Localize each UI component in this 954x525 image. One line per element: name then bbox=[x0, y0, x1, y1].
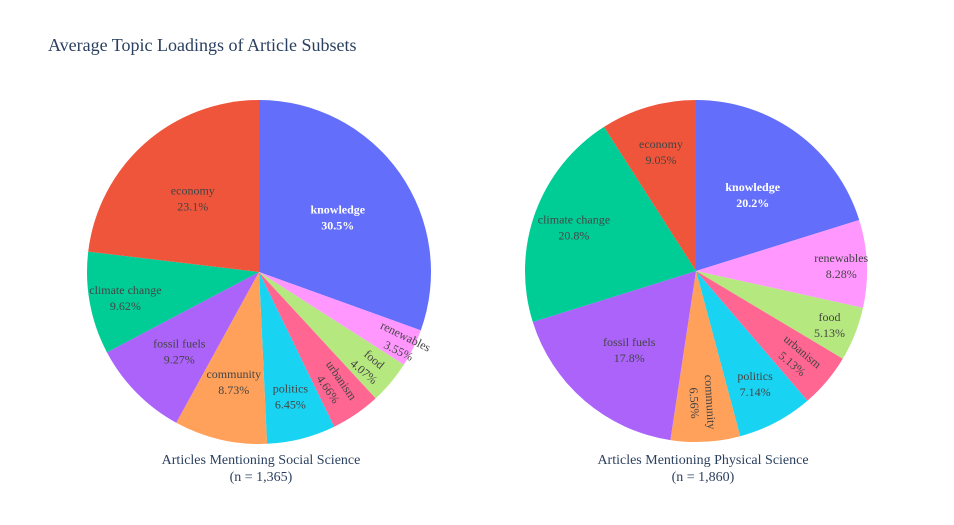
slice-label-name: knowledge bbox=[725, 180, 780, 194]
pie-chart-physical-science: knowledge20.2%renewables8.28%food5.13%ur… bbox=[524, 100, 869, 485]
slice-label-community: community 8.73% bbox=[206, 367, 261, 397]
pie-slice-climate-change[interactable] bbox=[524, 126, 696, 323]
pie-slice-knowledge[interactable] bbox=[259, 100, 432, 331]
pie-slice-renewables[interactable] bbox=[259, 272, 421, 365]
slice-label-knowledge: knowledge 20.2% bbox=[725, 180, 780, 210]
slice-label-percent: 9.05% bbox=[646, 153, 677, 167]
pie-slice-economy[interactable] bbox=[88, 100, 260, 272]
slice-label-name: renewables bbox=[814, 251, 868, 265]
slice-label-fossil-fuels: fossil fuels 17.8% bbox=[603, 335, 656, 365]
pie-slice-renewables[interactable] bbox=[696, 220, 867, 308]
pie-slice-food[interactable] bbox=[696, 271, 863, 359]
pie-slice-politics[interactable] bbox=[696, 271, 808, 437]
slice-label-name: climate change bbox=[538, 213, 610, 227]
slice-label-percent: 20.2% bbox=[736, 196, 769, 210]
pie-chart-social-science: knowledge30.5%renewables3.55%food4.07%ur… bbox=[87, 100, 433, 485]
slice-label-percent: 9.62% bbox=[110, 299, 141, 313]
slice-label-name: politics bbox=[737, 369, 773, 383]
slice-label-percent: 8.28% bbox=[826, 267, 857, 281]
pie-slice-climate-change[interactable] bbox=[87, 251, 260, 353]
slice-label-economy: economy 9.05% bbox=[639, 137, 683, 167]
slice-label-politics: politics 7.14% bbox=[737, 369, 773, 399]
slice-label-renewables: renewables 8.28% bbox=[814, 251, 868, 281]
pie-slice-fossil-fuels[interactable] bbox=[106, 272, 259, 423]
slice-label-percent: 6.45% bbox=[275, 397, 306, 411]
slice-label-food: food 5.13% bbox=[814, 310, 845, 340]
slice-label-name: community bbox=[702, 374, 719, 429]
slice-label-percent: 7.14% bbox=[740, 385, 771, 399]
slice-label-fossil-fuels: fossil fuels 9.27% bbox=[153, 336, 206, 366]
slice-label-climate-change: climate change 9.62% bbox=[89, 283, 161, 313]
pie-sample-size: (n = 1,860) bbox=[672, 470, 735, 485]
pie-slice-knowledge[interactable] bbox=[696, 100, 860, 271]
slice-label-percent: 5.13% bbox=[814, 326, 845, 340]
pie-slice-community[interactable] bbox=[176, 272, 268, 444]
pie-slice-urbanism[interactable] bbox=[259, 272, 376, 427]
pie-sample-size: (n = 1,365) bbox=[230, 470, 293, 485]
slice-label-economy: economy 23.1% bbox=[171, 183, 215, 213]
slice-label-name: knowledge bbox=[310, 203, 365, 217]
slice-label-climate-change: climate change 20.8% bbox=[538, 213, 610, 243]
slice-label-percent: 6.56% bbox=[686, 387, 702, 419]
slice-label-percent: 20.8% bbox=[558, 229, 589, 243]
pie-slice-urbanism[interactable] bbox=[696, 271, 843, 401]
slice-label-name: food bbox=[819, 310, 841, 324]
slice-label-name: economy bbox=[171, 183, 215, 197]
slice-label-name: fossil fuels bbox=[153, 336, 206, 350]
slice-label-name: community bbox=[206, 367, 261, 381]
pie-subtitle: Articles Mentioning Physical Science bbox=[597, 453, 808, 468]
pie-subtitle: Articles Mentioning Social Science bbox=[162, 453, 361, 468]
slice-label-name: climate change bbox=[89, 283, 161, 297]
slice-label-knowledge: knowledge 30.5% bbox=[310, 203, 365, 233]
slice-label-politics: politics 6.45% bbox=[273, 381, 309, 411]
slice-label-percent: 23.1% bbox=[177, 199, 208, 213]
pie-slice-politics[interactable] bbox=[259, 272, 335, 444]
pie-slice-fossil-fuels[interactable] bbox=[532, 271, 696, 441]
pie-slice-community[interactable] bbox=[670, 271, 741, 442]
pie-slice-food[interactable] bbox=[259, 272, 404, 399]
slice-label-name: economy bbox=[639, 137, 683, 151]
slice-label-percent: 9.27% bbox=[164, 352, 195, 366]
slice-label-percent: 8.73% bbox=[218, 383, 249, 397]
figure-title: Average Topic Loadings of Article Subset… bbox=[48, 35, 357, 55]
slice-label-percent: 30.5% bbox=[321, 219, 354, 233]
slice-label-name: fossil fuels bbox=[603, 335, 656, 349]
slice-label-percent: 17.8% bbox=[614, 351, 645, 365]
pie-slice-economy[interactable] bbox=[603, 100, 696, 271]
slice-label-name: politics bbox=[273, 381, 309, 395]
